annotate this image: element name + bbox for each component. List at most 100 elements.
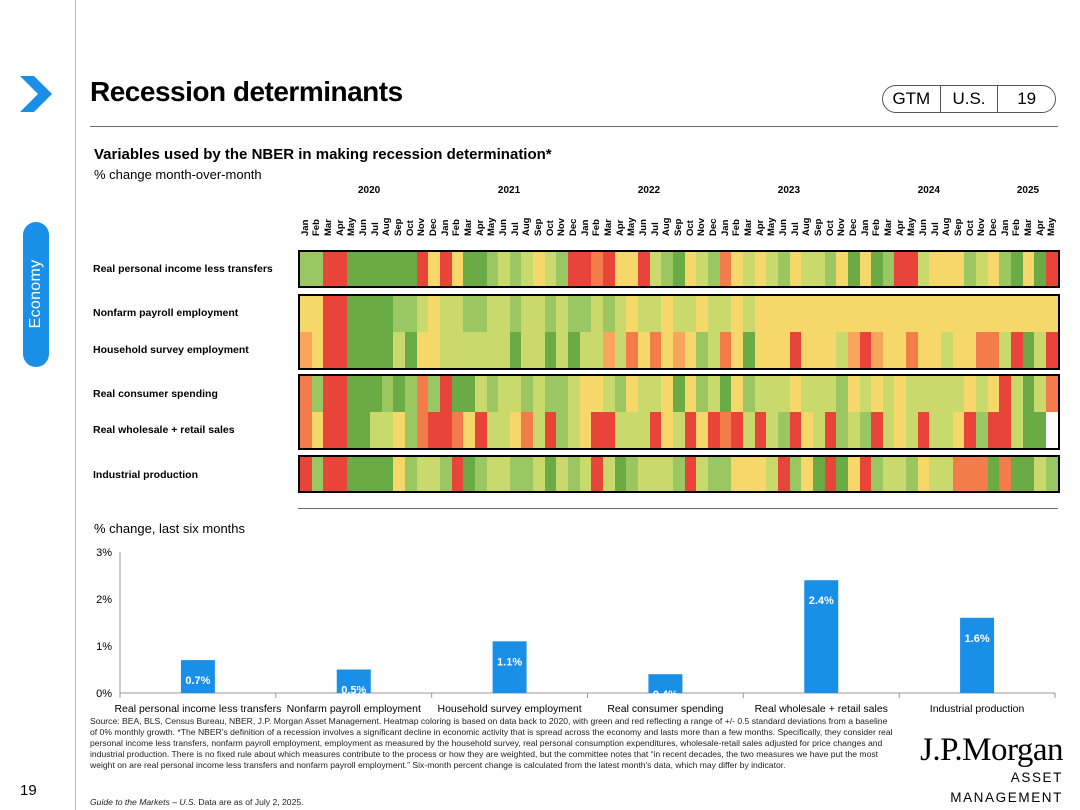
heatmap-cell (824, 457, 837, 491)
heatmap-cell (917, 296, 930, 332)
heatmap-cell (742, 296, 755, 332)
logo-wordmark: J.P.Morgan (920, 732, 1063, 768)
heatmap-cell (941, 332, 953, 368)
heatmap-cell (836, 457, 848, 491)
heatmap-cell (451, 252, 464, 286)
month-label: Mar (463, 219, 475, 236)
heatmap-cell (649, 252, 662, 286)
heatmap-cell (1011, 376, 1023, 412)
month-label: Apr (894, 219, 906, 236)
heatmap-cell (894, 332, 907, 368)
heatmap-cell (439, 296, 452, 332)
heatmap-cell (416, 412, 429, 448)
month-label: Jun (498, 219, 510, 236)
heatmap-cell (603, 296, 615, 332)
heatmap-cell (579, 252, 592, 286)
heatmap-cell (1011, 332, 1023, 368)
heatmap-cell (871, 252, 883, 286)
guide-title: Guide to the Markets – U.S. (90, 797, 197, 807)
heatmap-cell (498, 412, 510, 448)
heatmap-cell (731, 296, 743, 332)
bar (648, 674, 683, 693)
heatmap-cell (544, 296, 557, 332)
heatmap-group-industrial (298, 455, 1060, 493)
month-label: Nov (416, 218, 428, 236)
heatmap-cell (859, 412, 872, 448)
heatmap-cell (894, 252, 907, 286)
heatmap-cell (824, 332, 837, 368)
heatmap-cell (323, 376, 335, 412)
heatmap-cell (568, 296, 580, 332)
heatmap-cell (346, 332, 359, 368)
heatmap-cell (393, 457, 405, 491)
heatmap-cell (556, 412, 569, 448)
heatmap-cell (696, 332, 708, 368)
heatmap-cell (789, 457, 802, 491)
heatmap-cell (439, 457, 452, 491)
heatmap-cell (754, 296, 767, 332)
heatmap-cell (871, 376, 883, 412)
heatmap-cell (964, 296, 977, 332)
heatmap-cell (1022, 252, 1035, 286)
heatmap-cell (1011, 296, 1023, 332)
row-label-sales: Real wholesale + retail sales (93, 424, 235, 436)
heatmap-cell (381, 412, 394, 448)
heatmap-cell (917, 332, 930, 368)
heatmap-cell (474, 296, 487, 332)
heatmap-cell (568, 252, 580, 286)
heatmap-cell (649, 412, 662, 448)
month-label: Oct (404, 220, 416, 236)
heatmap-cell (684, 252, 697, 286)
heatmap-cell (404, 376, 417, 412)
heatmap-cell (416, 252, 429, 286)
heatmap-cell (754, 332, 767, 368)
month-label: May (766, 217, 778, 236)
heatmap-cell (906, 376, 918, 412)
heatmap-cell (533, 296, 545, 332)
heatmap-cell (579, 412, 592, 448)
heatmap-cell (812, 332, 825, 368)
heatmap-cell (439, 412, 452, 448)
heatmap-cell (859, 376, 872, 412)
heatmap-cell (393, 296, 405, 332)
heatmap-cell (964, 332, 977, 368)
heatmap-cell (684, 296, 697, 332)
heatmap-cell (358, 457, 370, 491)
month-label: Oct (684, 220, 696, 236)
heatmap-cell (638, 296, 650, 332)
heatmap-cell (684, 412, 697, 448)
heatmap-cell (906, 252, 918, 286)
heatmap-cell (416, 332, 429, 368)
heatmap-cell (964, 412, 977, 448)
heatmap-cell (673, 252, 685, 286)
heatmap-cell (556, 252, 569, 286)
month-label: Jul (649, 222, 661, 236)
section-divider (298, 508, 1058, 509)
heatmap-cell (509, 376, 522, 412)
heatmap-cell (369, 296, 382, 332)
heatmap-cell (614, 457, 627, 491)
heatmap-cell (463, 252, 475, 286)
heatmap-cell (649, 332, 662, 368)
heatmap-cell (439, 252, 452, 286)
heatmap-cell (591, 412, 604, 448)
heatmap-cell (847, 412, 860, 448)
heatmap-cell (556, 376, 569, 412)
heatmap-cell (381, 252, 394, 286)
year-label: 2020 (357, 185, 381, 196)
heatmap-cell (1022, 332, 1035, 368)
section-tab[interactable] (23, 222, 49, 367)
heatmap-cell (836, 412, 848, 448)
heatmap-cell (836, 332, 848, 368)
month-label: Nov (836, 218, 848, 236)
heatmap-cell (451, 296, 464, 332)
heatmap-cell (603, 457, 615, 491)
heatmap-cell (929, 332, 942, 368)
heatmap-cell (300, 412, 312, 448)
heatmap-cell (882, 296, 895, 332)
heatmap-cell (917, 252, 930, 286)
heatmap-cell (474, 376, 487, 412)
heatmap-cell (474, 332, 487, 368)
heatmap-cell (591, 252, 604, 286)
badge-page: 19 (997, 86, 1055, 112)
